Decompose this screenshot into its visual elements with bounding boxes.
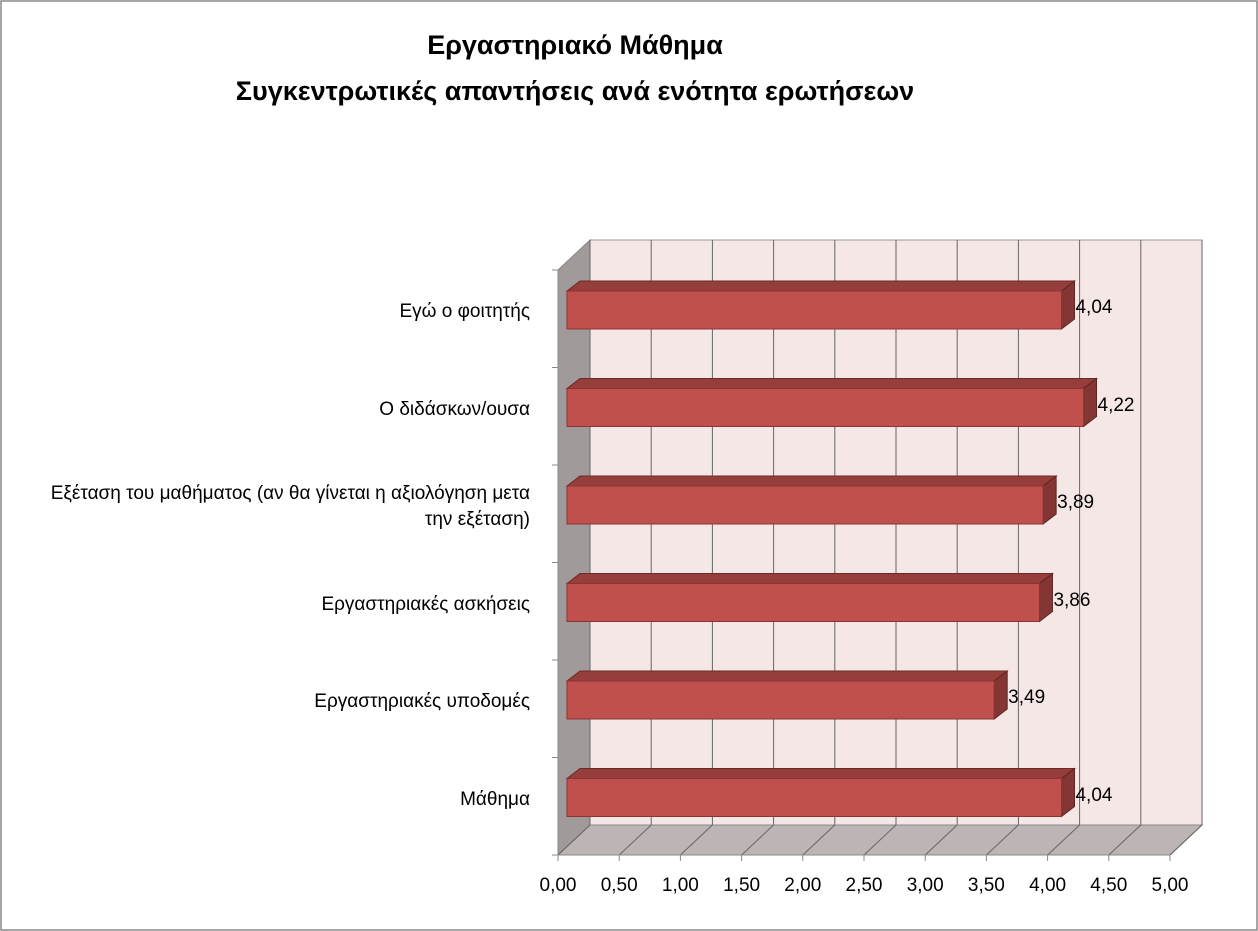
- y-tick-label: Μάθημα: [460, 788, 530, 810]
- bar-top: [565, 280, 1076, 292]
- grid-line: [1169, 824, 1203, 856]
- bar: [566, 778, 1062, 817]
- x-tick-label: 4,50: [1090, 875, 1128, 896]
- x-tick-label: 1,00: [661, 875, 699, 896]
- grid-line: [1108, 824, 1142, 856]
- value-label: 4,04: [1075, 784, 1113, 806]
- value-label: 3,89: [1057, 492, 1095, 513]
- x-tick-label: 1,50: [723, 875, 761, 896]
- grid-line: [863, 824, 897, 856]
- chart-title: Συγκεντρωτικές απαντήσεις ανά ενότητα ερ…: [235, 76, 915, 106]
- y-tick-label: Εργαστηριακές ασκήσεις: [321, 593, 530, 615]
- bar-top: [565, 670, 1009, 682]
- grid-line: [618, 824, 652, 856]
- x-tick-label: 0,50: [600, 875, 638, 896]
- x-tick-label: 5,00: [1151, 875, 1189, 896]
- grid-line: [557, 824, 591, 856]
- value-label: 4,22: [1097, 394, 1135, 416]
- grid-line: [680, 824, 713, 856]
- x-tick-label: 3,50: [967, 875, 1005, 896]
- side-wall: [557, 238, 591, 857]
- chart-title: Εργαστηριακό Μάθημα: [427, 30, 723, 60]
- value-label: 3,49: [1008, 687, 1046, 708]
- x-tick-label: 3,00: [906, 875, 944, 896]
- bar: [566, 680, 995, 720]
- x-tick-label: 4,00: [1029, 875, 1067, 896]
- bar: [566, 485, 1044, 525]
- y-tick-label: Εργαστηριακές υποδομές: [314, 691, 530, 712]
- bar: [566, 388, 1085, 427]
- bar-top: [565, 573, 1054, 584]
- bar: [566, 583, 1040, 622]
- x-tick-label: 2,00: [784, 875, 822, 896]
- x-tick-label: 0,00: [539, 875, 577, 896]
- bar-top: [565, 378, 1098, 389]
- y-tick-label: Εγώ ο φοιτητής: [399, 301, 530, 322]
- y-tick-label: Εξέταση του μαθήματος (αν θα γίνεται η α…: [50, 483, 530, 530]
- value-label: 3,86: [1053, 589, 1091, 611]
- value-label: 4,04: [1075, 297, 1113, 318]
- bar: [566, 290, 1062, 330]
- bar-top: [565, 475, 1058, 487]
- grid-line: [1047, 824, 1080, 856]
- grid-line: [802, 824, 836, 856]
- y-tick-label: Ο διδάσκων/ουσα: [379, 398, 530, 420]
- bar-top: [565, 768, 1076, 779]
- grid-line: [986, 824, 1019, 856]
- grid-line: [741, 824, 774, 856]
- x-tick-label: 2,50: [845, 875, 883, 896]
- grid-line: [924, 824, 958, 856]
